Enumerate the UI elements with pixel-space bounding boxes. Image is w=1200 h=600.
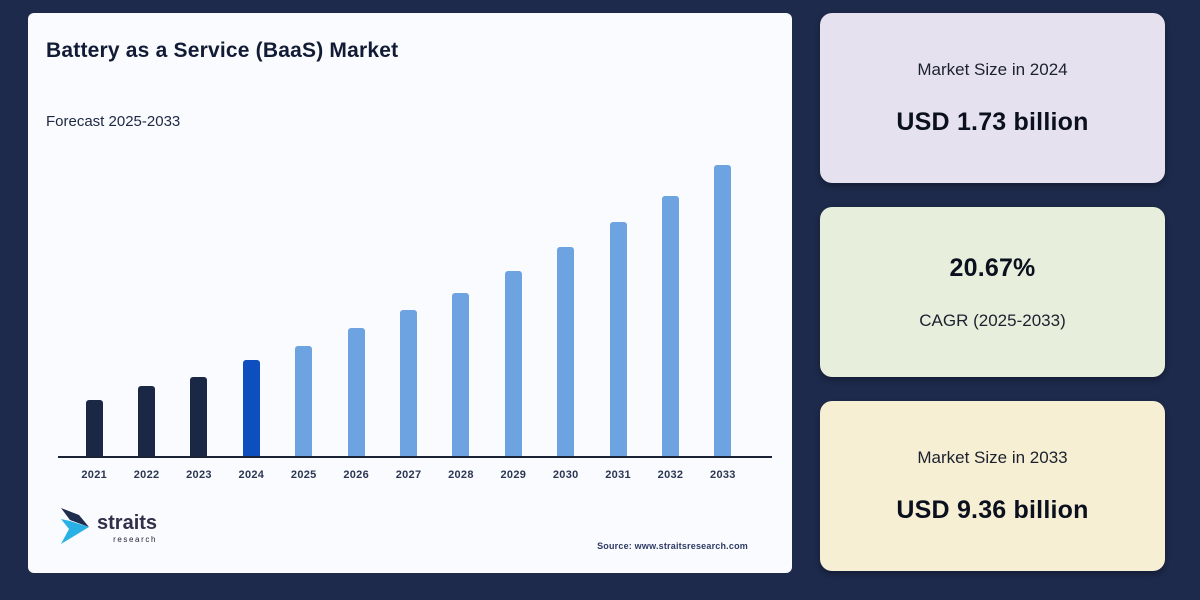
bar-chart-labels: 2021 2022 2023 2024 2025 2026 2027 2028 2029 2030… [68,469,749,481]
bar-column-2028 [435,293,487,456]
bar-column-2033 [697,165,749,456]
bar-2026 [347,328,365,456]
source-text: Source: www.straitsresearch.com [597,541,748,551]
x-tick-label-2026: 2026 [343,469,369,481]
bar-2022 [138,386,156,456]
x-tick-label-2028: 2028 [448,469,474,481]
bar-column-2027 [382,310,434,456]
bar-2029 [504,271,522,456]
card-value: USD 9.36 billion [896,495,1089,524]
bar-2032 [661,196,679,456]
straits-chevron-icon [58,506,92,551]
bar-2024 [242,360,260,456]
x-tick-label-2025: 2025 [290,469,317,481]
bar-column-2021 [68,400,120,456]
bar-column-2032 [644,196,696,456]
bar-2033 [714,165,732,456]
chart-subtitle: Forecast 2025-2033 [46,113,181,130]
x-tick-label-2021: 2021 [81,469,108,481]
straits-research-logo: straits research [58,506,157,551]
card-value: 20.67% [949,253,1036,282]
bar-2025 [295,346,313,456]
x-tick-label-2029: 2029 [500,469,527,481]
stat-card-market-size-2033: Market Size in 2033 USD 9.36 billion [820,401,1165,571]
bar-2021 [85,400,103,456]
stats-column: Market Size in 2024 USD 1.73 billion 20.… [820,13,1165,571]
x-tick-label-2027: 2027 [395,469,422,481]
x-axis-line [58,456,772,458]
x-tick-label-2023: 2023 [186,469,212,481]
bar-column-2031 [592,222,644,456]
x-tick-label-2033: 2033 [710,469,736,481]
bar-column-2026 [330,328,382,456]
bar-2030 [557,247,575,456]
bar-2023 [190,377,208,456]
x-tick-label-2031: 2031 [605,469,631,481]
chart-title: Battery as a Service (BaaS) Market [46,39,399,62]
card-label: CAGR (2025-2033) [919,310,1066,330]
logo-name: straits [97,512,158,534]
x-tick-label-2032: 2032 [657,469,684,481]
chart-panel: Battery as a Service (BaaS) Market Forec… [28,13,792,573]
bar-column-2030 [540,247,592,456]
x-tick-label-2030: 2030 [552,469,579,481]
bar-2031 [609,222,627,456]
card-label: Market Size in 2024 [917,59,1068,79]
card-value: USD 1.73 billion [896,107,1089,136]
x-tick-label-2024: 2024 [238,469,265,481]
card-label: Market Size in 2033 [917,447,1068,467]
bar-2028 [452,293,470,456]
bar-chart-bars [68,156,749,456]
stat-card-cagr: 20.67% CAGR (2025-2033) [820,207,1165,377]
logo-subname: research [113,535,158,544]
bar-column-2022 [120,386,172,456]
logo-text: straits research [97,513,157,544]
bar-column-2025 [278,346,330,456]
x-tick-label-2022: 2022 [133,469,160,481]
bar-column-2023 [173,377,225,456]
bar-column-2029 [487,271,539,456]
stat-card-market-size-2024: Market Size in 2024 USD 1.73 billion [820,13,1165,183]
bar-column-2024 [225,360,277,456]
bar-2027 [400,310,418,456]
